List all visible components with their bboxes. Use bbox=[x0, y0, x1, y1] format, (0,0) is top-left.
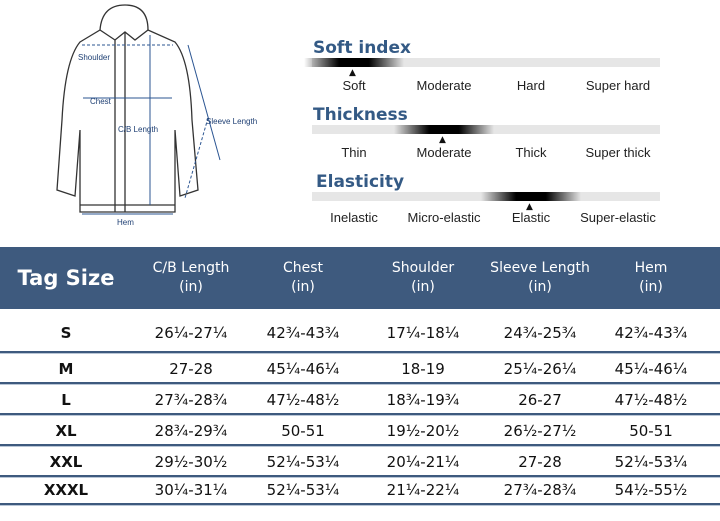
scale-option: Super-elastic bbox=[580, 210, 656, 225]
size-cell: XL bbox=[55, 422, 77, 440]
level-indicator bbox=[394, 125, 494, 134]
size-cell: L bbox=[61, 391, 71, 409]
row-divider bbox=[0, 475, 720, 478]
thickness-bar bbox=[312, 125, 660, 134]
measurement-cell: 45¼-46¼ bbox=[614, 360, 688, 378]
size-cell: XXL bbox=[49, 453, 83, 471]
row-divider bbox=[0, 382, 720, 385]
measurement-cell: 18¾-19¾ bbox=[386, 391, 460, 409]
header-label: Tag Size bbox=[17, 265, 115, 290]
scale-option: Super hard bbox=[585, 78, 651, 93]
thickness-title: Thickness bbox=[313, 105, 408, 125]
row-divider bbox=[0, 413, 720, 416]
row-divider bbox=[0, 351, 720, 354]
measurement-cell: 45¼-46¼ bbox=[266, 360, 340, 378]
selected-marker-icon: ▲ bbox=[439, 135, 446, 145]
soft-index-title: Soft index bbox=[313, 38, 411, 58]
measurement-cell: 50-51 bbox=[281, 422, 325, 440]
scale-option: Thick bbox=[515, 145, 547, 160]
scale-option: Inelastic bbox=[330, 210, 378, 225]
sleeve-length-label: Sleeve Length bbox=[206, 117, 258, 126]
measurement-cell: 54½-55½ bbox=[614, 481, 688, 499]
header-shoulder: Shoulder (in) bbox=[392, 247, 454, 309]
header-chest: Chest (in) bbox=[283, 247, 323, 309]
scale-option: Elastic bbox=[511, 210, 551, 225]
header-unit: (in) bbox=[179, 279, 203, 295]
scale-option: Moderate bbox=[416, 145, 472, 160]
measurement-cell: 19½-20½ bbox=[386, 422, 460, 440]
level-indicator bbox=[304, 58, 404, 67]
header-sleeve-length: Sleeve Length (in) bbox=[490, 247, 590, 309]
header-tag-size: Tag Size bbox=[18, 247, 115, 309]
measurement-cell: 17¼-18¼ bbox=[386, 324, 460, 342]
measurement-cell: 52¼-53¼ bbox=[614, 453, 688, 471]
scale-option: Thin bbox=[341, 145, 367, 160]
measurement-cell: 42¾-43¾ bbox=[614, 324, 688, 342]
measurement-cell: 27¾-28¾ bbox=[503, 481, 577, 499]
measurement-cell: 25¼-26¼ bbox=[503, 360, 577, 378]
measurement-cell: 26-27 bbox=[518, 391, 562, 409]
row-divider bbox=[0, 444, 720, 447]
header-label: C/B Length bbox=[152, 260, 230, 276]
measurement-cell: 20¼-21¼ bbox=[386, 453, 460, 471]
elasticity-bar bbox=[312, 192, 660, 201]
header-unit: (in) bbox=[639, 279, 663, 295]
measurement-cell: 27-28 bbox=[169, 360, 213, 378]
measurement-cell: 50-51 bbox=[629, 422, 673, 440]
scale-option: Soft bbox=[342, 78, 366, 93]
header-label: Chest bbox=[282, 260, 324, 276]
header-unit: (in) bbox=[291, 279, 315, 295]
size-cell: M bbox=[58, 360, 74, 378]
measurement-cell: 26½-27½ bbox=[503, 422, 577, 440]
chest-label: Chest bbox=[90, 97, 111, 106]
measurement-cell: 24¾-25¾ bbox=[503, 324, 577, 342]
shoulder-label: Shoulder bbox=[78, 53, 111, 62]
header-label: Shoulder bbox=[391, 260, 455, 276]
measurement-cell: 52¼-53¼ bbox=[266, 453, 340, 471]
elasticity-title: Elasticity bbox=[316, 172, 405, 192]
measurement-cell: 52¼-53¼ bbox=[266, 481, 340, 499]
selected-marker-icon: ▲ bbox=[349, 68, 356, 78]
measurement-cell: 47½-48½ bbox=[266, 391, 340, 409]
size-cell: XXXL bbox=[43, 481, 89, 499]
scale-option: Super thick bbox=[585, 145, 651, 160]
header-cb-length: C/B Length (in) bbox=[153, 247, 230, 309]
measurement-cell: 47½-48½ bbox=[614, 391, 688, 409]
measurement-cell: 29½-30½ bbox=[154, 453, 228, 471]
jacket-diagram: Shoulder Chest C/B Length Sleeve Length … bbox=[40, 0, 280, 235]
selected-marker-icon: ▲ bbox=[526, 202, 533, 212]
row-divider bbox=[0, 503, 720, 506]
size-cell: S bbox=[60, 324, 72, 342]
table-header: Tag Size C/B Length (in) Chest (in) Should… bbox=[0, 247, 720, 309]
measurement-cell: 42¾-43¾ bbox=[266, 324, 340, 342]
measurement-cell: 30¼-31¼ bbox=[154, 481, 228, 499]
measurement-cell: 18-19 bbox=[401, 360, 445, 378]
header-unit: (in) bbox=[411, 279, 435, 295]
cb-length-label: C/B Length bbox=[118, 125, 159, 134]
measurement-cell: 26¼-27¼ bbox=[154, 324, 228, 342]
scale-option: Micro-elastic bbox=[407, 210, 481, 225]
header-hem: Hem (in) bbox=[635, 247, 668, 309]
header-label: Hem bbox=[634, 260, 668, 276]
measurement-cell: 21¼-22¼ bbox=[386, 481, 460, 499]
level-indicator bbox=[481, 192, 581, 201]
hem-label: Hem bbox=[117, 218, 134, 227]
jacket-outline-icon bbox=[56, 4, 221, 215]
measurement-cell: 27¾-28¾ bbox=[154, 391, 228, 409]
scale-option: Hard bbox=[516, 78, 546, 93]
scale-option: Moderate bbox=[416, 78, 472, 93]
header-label: Sleeve Length bbox=[490, 260, 590, 276]
header-unit: (in) bbox=[528, 279, 552, 295]
measurement-cell: 27-28 bbox=[518, 453, 562, 471]
measurement-cell: 28¾-29¾ bbox=[154, 422, 228, 440]
soft-index-bar bbox=[304, 58, 660, 67]
